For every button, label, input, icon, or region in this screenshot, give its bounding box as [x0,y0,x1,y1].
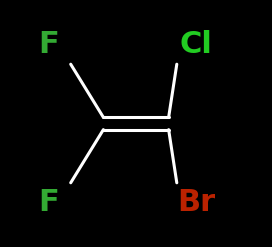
Text: F: F [39,188,59,217]
Text: Cl: Cl [180,30,212,59]
Text: Br: Br [177,188,215,217]
Text: F: F [39,30,59,59]
